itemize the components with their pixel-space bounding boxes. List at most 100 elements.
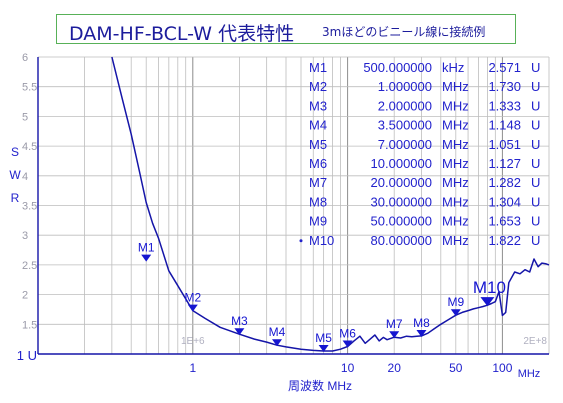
y-tick-label: 5	[22, 111, 28, 123]
marker-label: M10	[473, 278, 506, 297]
table-marker-name: M10	[309, 233, 334, 248]
x-tick-label: 1	[189, 361, 196, 375]
chart-subtitle: 3mほどのビニール線に接続例	[322, 25, 486, 39]
scale-faint-label: 2E+8	[523, 336, 547, 347]
y-tick-label: 4	[22, 171, 28, 183]
active-marker-dot	[299, 239, 303, 243]
table-marker-name: M5	[309, 137, 327, 152]
table-marker-unit: MHz	[442, 98, 469, 113]
table-marker-freq: 80.000000	[371, 233, 432, 248]
table-marker-swr-unit: U	[531, 118, 540, 133]
table-marker-freq: 7.000000	[378, 137, 432, 152]
x-tick-label: 10	[341, 361, 355, 375]
x-tick-label: 100	[492, 361, 512, 375]
chart-title: DAM-HF-BCL-W 代表特性	[69, 23, 295, 45]
marker-label: M6	[339, 326, 356, 340]
y-axis-label-letter: S	[11, 145, 19, 159]
x-unit-label: MHz	[518, 368, 541, 380]
table-marker-swr-unit: U	[531, 98, 540, 113]
x-axis-label: 周波数 MHz	[288, 378, 352, 393]
table-marker-unit: MHz	[442, 156, 469, 171]
marker-triangle	[389, 331, 400, 339]
marker-label: M5	[315, 331, 332, 345]
table-marker-swr: 1.127	[488, 156, 521, 171]
marker-label: M7	[386, 317, 403, 331]
marker-triangle	[187, 304, 198, 312]
chart-title-box: DAM-HF-BCL-W 代表特性 3mほどのビニール線に接続例	[56, 14, 516, 45]
scale-faint-label: 1E+6	[181, 336, 205, 347]
marker-triangle	[318, 344, 329, 352]
table-marker-freq: 3.500000	[378, 118, 432, 133]
table-marker-freq: 1.000000	[378, 79, 432, 94]
y-tick-label: 1.5	[22, 319, 37, 331]
y-min-label: 1 U	[17, 348, 37, 363]
table-marker-swr-unit: U	[531, 214, 540, 229]
table-marker-swr-unit: U	[531, 60, 540, 75]
table-marker-name: M2	[309, 79, 327, 94]
axes	[37, 57, 549, 355]
table-marker-freq: 2.000000	[378, 98, 432, 113]
table-marker-unit: MHz	[442, 194, 469, 209]
table-marker-swr: 1.822	[488, 233, 521, 248]
table-marker-swr: 1.148	[488, 118, 521, 133]
table-marker-freq: 50.000000	[371, 214, 432, 229]
y-tick-label: 3	[22, 230, 28, 242]
y-tick-label: 4.5	[22, 141, 37, 153]
table-marker-swr-unit: U	[531, 194, 540, 209]
table-marker-name: M3	[309, 98, 327, 113]
y-tick-label: 3.5	[22, 201, 37, 213]
y-tick-label: 5.5	[22, 82, 37, 94]
table-marker-swr-unit: U	[531, 156, 540, 171]
marker-label: M3	[231, 314, 248, 328]
table-marker-unit: kHz	[442, 60, 464, 75]
table-marker-name: M8	[309, 194, 327, 209]
x-tick-label: 20	[388, 361, 402, 375]
table-marker-swr-unit: U	[531, 137, 540, 152]
table-marker-unit: MHz	[442, 118, 469, 133]
table-marker-swr: 1.653	[488, 214, 521, 229]
table-marker-swr: 1.333	[488, 98, 521, 113]
markers: M1 M2 M3 M4 M5 M6 M7 M8 M9 M10	[138, 241, 506, 352]
table-marker-name: M9	[309, 214, 327, 229]
table-marker-swr: 1.730	[488, 79, 521, 94]
marker-label: M4	[269, 325, 286, 339]
grid	[37, 56, 550, 354]
table-marker-swr: 1.282	[488, 175, 521, 190]
table-marker-unit: MHz	[442, 79, 469, 94]
marker-label: M1	[138, 241, 155, 255]
table-marker-swr: 1.051	[488, 137, 521, 152]
table-marker-swr-unit: U	[531, 79, 540, 94]
table-marker-freq: 500.000000	[363, 60, 432, 75]
y-tick-label: 2	[22, 290, 28, 302]
table-marker-unit: MHz	[442, 175, 469, 190]
table-marker-swr-unit: U	[531, 175, 540, 190]
table-marker-name: M1	[309, 60, 327, 75]
table-marker-swr-unit: U	[531, 233, 540, 248]
table-marker-name: M6	[309, 156, 327, 171]
table-marker-unit: MHz	[442, 233, 469, 248]
table-marker-swr: 1.304	[488, 194, 521, 209]
marker-triangle	[342, 340, 353, 348]
y-tick-label: 2.5	[22, 260, 37, 272]
table-marker-unit: MHz	[442, 137, 469, 152]
marker-triangle	[141, 254, 152, 262]
marker-triangle	[480, 297, 495, 307]
y-axis-label-letter: R	[11, 191, 20, 205]
marker-label: M8	[413, 316, 430, 330]
table-marker-freq: 10.000000	[371, 156, 432, 171]
table-marker-unit: MHz	[442, 214, 469, 229]
table-marker-swr: 2.571	[488, 60, 521, 75]
marker-triangle	[234, 328, 245, 336]
x-tick-label: 50	[449, 361, 463, 375]
marker-label: M9	[447, 295, 464, 309]
axis-labels: SWR 周波数 MHz	[9, 145, 352, 393]
marker-triangle	[416, 329, 427, 337]
y-tick-labels: 6 5.5 5 4.5 4 3.5 3 2.5 2 1.5 1 U	[17, 52, 38, 363]
x-tick-labels: 1 10 20 50 100 MHz 1E+6 2E+8	[181, 336, 547, 380]
y-tick-label: 6	[22, 52, 28, 64]
marker-triangle	[450, 309, 461, 317]
y-axis-label-letter: W	[9, 168, 21, 182]
table-marker-name: M7	[309, 175, 327, 190]
table-marker-freq: 20.000000	[371, 175, 432, 190]
